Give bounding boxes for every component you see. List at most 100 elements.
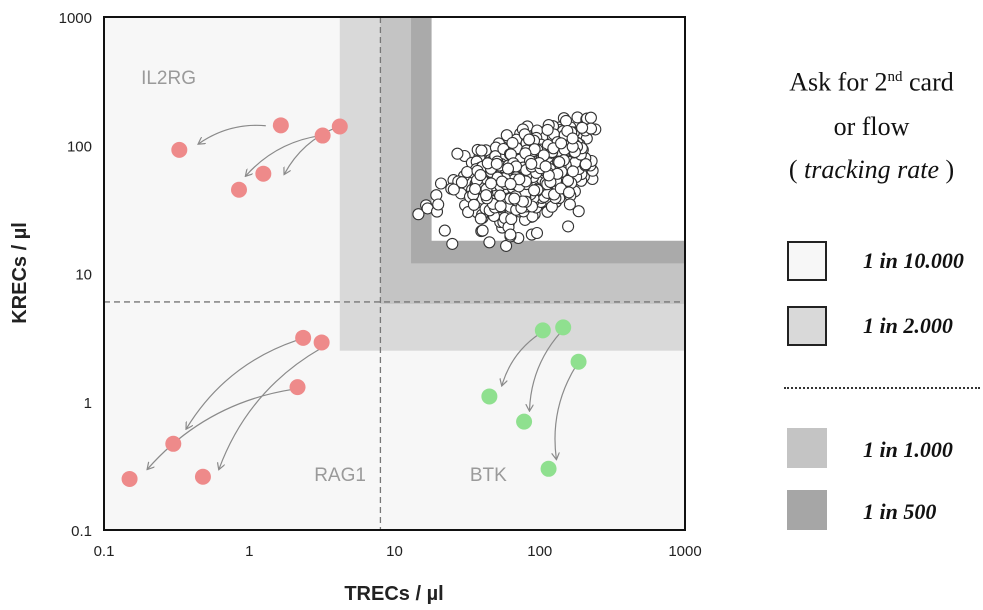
legend-label-2000: 1 in 2.000 — [863, 313, 953, 338]
y-tick-label: 0.1 — [71, 523, 92, 540]
plot-frame — [103, 16, 686, 531]
scatter-chart: IL2RG RAG1 BTK 0.1 1 10 100 1000 0.1 1 10 100 1000… — [9, 10, 702, 605]
healthy-point — [494, 200, 507, 213]
healthy-point — [584, 111, 597, 124]
healthy-point — [505, 212, 518, 226]
gene-label-rag1: RAG1 — [314, 465, 366, 486]
healthy-point — [483, 236, 496, 249]
legend-swatch-2000 — [787, 306, 827, 346]
point-il2rg-2 — [314, 127, 331, 144]
legend-title-line3: ( tracking rate ) — [788, 155, 955, 184]
healthy-point — [446, 237, 459, 250]
healthy-point — [579, 158, 592, 171]
arrow-btk-1 — [529, 331, 562, 410]
healthy-point — [559, 114, 573, 127]
point-il2rg-5 — [255, 165, 272, 182]
y-tick-label: 10 — [75, 267, 92, 284]
arrow-rag1-2 — [219, 348, 321, 469]
point-rag1-2 — [289, 379, 306, 396]
healthy-point — [508, 192, 521, 205]
healthy-point — [566, 165, 579, 178]
point-btk-5 — [540, 460, 557, 477]
healthy-point — [572, 205, 585, 218]
gene-label-btk: BTK — [470, 465, 507, 486]
healthy-point — [475, 144, 488, 157]
healthy-point — [576, 121, 589, 134]
healthy-point — [525, 157, 538, 170]
healthy-point — [506, 136, 519, 149]
legend-label-1000: 1 in 1.000 — [863, 437, 953, 462]
y-axis-ticks: 0.1 1 10 100 1000 — [59, 10, 92, 540]
healthy-point — [539, 160, 552, 173]
x-tick-label: 1000 — [668, 543, 701, 560]
y-tick-label: 1000 — [59, 10, 92, 27]
y-tick-label: 100 — [67, 138, 92, 155]
x-axis-ticks: 0.1 1 10 100 1000 — [94, 543, 702, 560]
healthy-point — [455, 176, 468, 189]
arrow-btk-0 — [502, 333, 541, 385]
point-il2rg-4 — [230, 181, 247, 198]
trajectory-arrows — [148, 124, 578, 469]
healthy-point — [451, 147, 464, 160]
legend-label-500: 1 in 500 — [863, 499, 937, 524]
patient-points — [121, 117, 587, 487]
healthy-point — [474, 169, 487, 182]
healthy-point — [562, 220, 575, 233]
healthy-point — [447, 183, 460, 196]
arrow-rag1-1 — [148, 388, 294, 468]
healthy-points — [412, 111, 602, 252]
healthy-point — [541, 123, 554, 136]
healthy-point — [523, 133, 536, 146]
arrow-rag1-0 — [187, 339, 297, 429]
healthy-point — [555, 137, 568, 150]
healthy-point — [494, 189, 507, 202]
healthy-point — [469, 182, 482, 196]
point-rag1-0 — [295, 329, 312, 346]
healthy-point — [553, 156, 566, 169]
arrow-il2rg-2 — [285, 126, 337, 173]
gene-label-il2rg: IL2RG — [141, 68, 196, 89]
point-rag1-1 — [313, 334, 330, 351]
x-tick-label: 0.1 — [94, 543, 115, 560]
legend-divider — [784, 387, 980, 389]
healthy-point — [528, 184, 541, 197]
healthy-point — [530, 226, 544, 240]
x-tick-label: 10 — [386, 543, 403, 560]
arrow-btk-2 — [555, 364, 578, 459]
healthy-point — [504, 228, 517, 241]
point-btk-0 — [534, 322, 551, 339]
point-rag1-3 — [165, 435, 182, 452]
healthy-point — [474, 212, 487, 225]
point-btk-2 — [570, 353, 587, 370]
healthy-point — [476, 224, 489, 237]
legend: Ask for 2nd card or flow ( tracking rate… — [760, 0, 983, 610]
x-tick-label: 100 — [527, 543, 552, 560]
point-rag1-4 — [121, 470, 138, 487]
healthy-point — [566, 132, 579, 145]
healthy-point — [562, 186, 576, 199]
healthy-point — [561, 174, 575, 187]
healthy-point — [563, 198, 576, 211]
healthy-point — [434, 177, 448, 190]
x-tick-label: 1 — [245, 543, 253, 560]
point-btk-4 — [516, 413, 533, 430]
legend-swatch-1000 — [787, 428, 827, 468]
healthy-point — [480, 189, 493, 202]
healthy-point — [467, 198, 480, 211]
gene-labels: IL2RG RAG1 BTK — [141, 68, 507, 486]
healthy-point — [412, 208, 425, 221]
healthy-point — [461, 165, 474, 179]
point-il2rg-3 — [331, 118, 348, 135]
y-axis-label: KRECs / µl — [9, 222, 31, 324]
healthy-point — [504, 177, 517, 191]
healthy-point — [490, 157, 503, 170]
point-btk-1 — [555, 319, 572, 336]
point-il2rg-1 — [272, 117, 289, 134]
point-btk-3 — [481, 388, 498, 405]
legend-title-line1: Ask for 2nd card — [789, 67, 954, 97]
legend-swatch-500 — [787, 490, 827, 530]
arrow-il2rg-0 — [199, 124, 266, 143]
healthy-point — [484, 177, 498, 190]
point-il2rg-0 — [171, 141, 188, 158]
healthy-point — [432, 198, 445, 211]
